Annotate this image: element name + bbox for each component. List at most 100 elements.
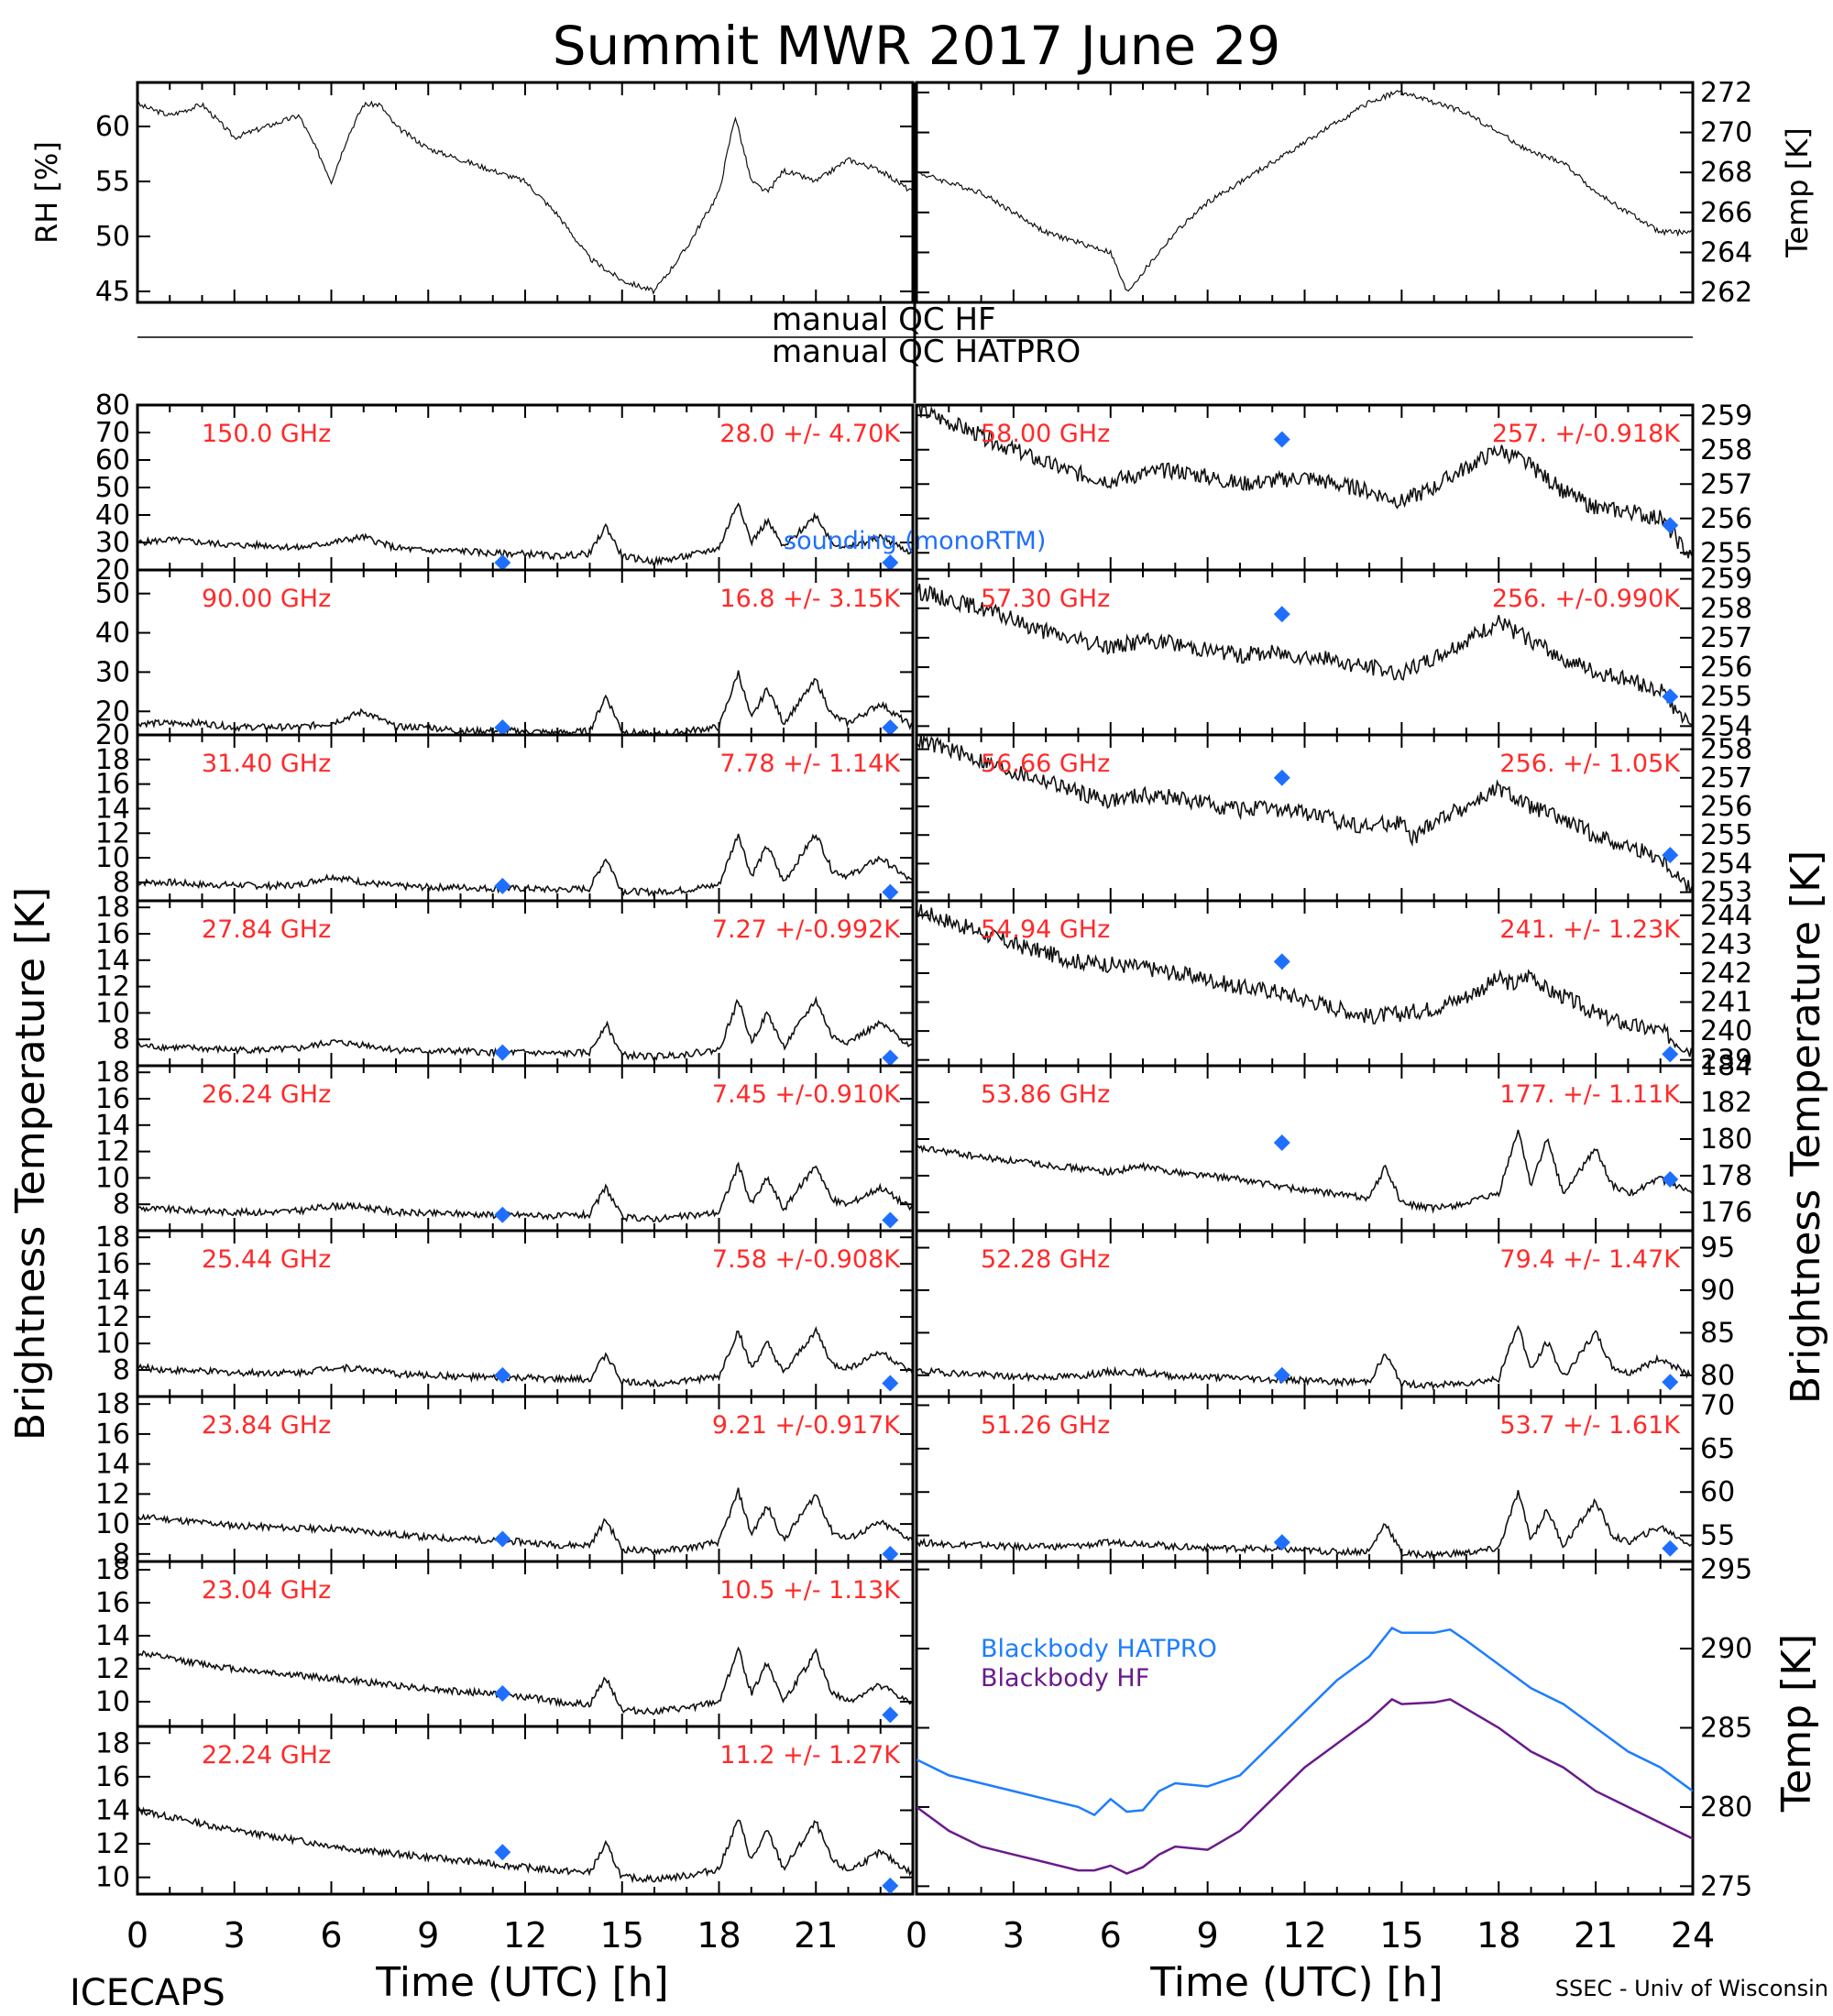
- x-tick-label-left: 15: [600, 1915, 644, 1956]
- channel-stat: 16.8 +/- 3.15K: [719, 585, 901, 613]
- y-tick-label: 256: [1700, 791, 1752, 823]
- x-tick-label-left: 9: [417, 1915, 439, 1956]
- y-tick-label: 10: [95, 1686, 130, 1718]
- sounding-point: [494, 877, 511, 894]
- right-y-axis-label: Brightness Temperature [K]: [1783, 850, 1829, 1404]
- y-axis-label: Temp [K]: [1773, 1634, 1820, 1813]
- series-line: [137, 502, 913, 566]
- channel-label: 31.40 GHz: [202, 750, 331, 778]
- y-tick-label: 12: [95, 971, 130, 1003]
- channel-label: 57.30 GHz: [981, 585, 1110, 613]
- footer-left: ICECAPS: [70, 1972, 225, 2014]
- y-tick-label: 8: [113, 1024, 130, 1056]
- y-tick-label: 55: [1700, 1520, 1735, 1552]
- channel-stat: 7.27 +/-0.992K: [712, 915, 901, 944]
- channel-label: 22.24 GHz: [202, 1741, 331, 1769]
- sounding-point: [1662, 688, 1679, 706]
- y-tick-label: 16: [95, 769, 130, 801]
- channel-label: 52.28 GHz: [981, 1245, 1110, 1274]
- series-line: [916, 405, 1693, 559]
- y-tick-label: 90: [1700, 1275, 1735, 1307]
- y-tick-label: 18: [95, 1554, 130, 1586]
- series-line: [137, 1806, 913, 1884]
- panel-blackbody: 275 280 285 290 295 Temp [K] Blackbody HATPROB…: [915, 1554, 1820, 1902]
- x-tick-label-left: 6: [320, 1915, 342, 1956]
- y-tick-label: 65: [1700, 1433, 1735, 1465]
- y-tick-label: 16: [95, 1083, 130, 1115]
- x-axis-label-right: Time (UTC) [h]: [1149, 1959, 1443, 2006]
- qc-hatpro-label: manual QC HATPRO: [772, 334, 1081, 370]
- y-tick-label: 55: [95, 166, 130, 198]
- y-tick-label: 270: [1700, 117, 1752, 149]
- sounding-point: [1273, 1366, 1290, 1384]
- channel-stat: 10.5 +/- 1.13K: [719, 1576, 901, 1605]
- y-tick-label: 18: [95, 1057, 130, 1089]
- y-tick-label: 255: [1700, 681, 1752, 713]
- y-tick-label: 50: [95, 578, 130, 610]
- y-tick-label: 16: [95, 918, 130, 950]
- channel-label: 27.84 GHz: [202, 915, 331, 944]
- sounding-point: [882, 719, 899, 736]
- series-line: [137, 995, 913, 1061]
- sounding-point: [1662, 1171, 1679, 1188]
- y-tick-label: 14: [95, 1275, 130, 1307]
- sounding-point: [1662, 1374, 1679, 1391]
- panel-rh: 45 50 55 60 RH [%]: [29, 81, 915, 308]
- sounding-point: [882, 1877, 899, 1894]
- x-tick-label-right: 9: [1197, 1915, 1219, 1956]
- sounding-point: [494, 554, 511, 571]
- y-tick-label: 60: [1700, 1476, 1735, 1508]
- series-line: [137, 1487, 913, 1556]
- y-tick-label: 266: [1700, 197, 1752, 229]
- sounding-point: [882, 1049, 899, 1067]
- channel-label: 51.26 GHz: [981, 1411, 1110, 1440]
- y-tick-label: 20: [95, 719, 130, 751]
- series-line: [137, 100, 913, 295]
- y-tick-label: 70: [95, 417, 130, 449]
- y-tick-label: 258: [1700, 734, 1752, 766]
- y-tick-label: 60: [95, 444, 130, 477]
- series-line: [137, 1161, 913, 1223]
- y-tick-label: 12: [95, 1478, 130, 1510]
- x-axis-label-left: Time (UTC) [h]: [375, 1959, 668, 2006]
- series-line-hf: [916, 1697, 1693, 1875]
- y-tick-label: 243: [1700, 928, 1752, 960]
- y-tick-label: 95: [1700, 1233, 1735, 1265]
- y-tick-label: 258: [1700, 593, 1752, 625]
- y-tick-label: 12: [95, 1136, 130, 1168]
- series-line: [916, 1324, 1693, 1391]
- y-tick-label: 12: [95, 817, 130, 849]
- sounding-point: [882, 1211, 899, 1229]
- y-tick-label: 50: [95, 472, 130, 504]
- y-tick-label: 10: [95, 1328, 130, 1360]
- sounding-point: [1273, 606, 1290, 623]
- channel-label: 23.84 GHz: [202, 1411, 331, 1440]
- y-tick-label: 50: [95, 221, 130, 253]
- chart-title: Summit MWR 2017 June 29: [553, 15, 1281, 77]
- footer-right: SSEC - Univ of Wisconsin: [1555, 1976, 1828, 2001]
- y-tick-label: 16: [95, 1761, 130, 1793]
- series-line: [137, 1646, 913, 1716]
- series-line: [916, 1489, 1693, 1560]
- sounding-point: [882, 1545, 899, 1562]
- y-tick-label: 8: [113, 1539, 130, 1571]
- series-line: [137, 670, 913, 735]
- x-tick-label-right: 18: [1476, 1915, 1520, 1956]
- sounding-note: sounding (monoRTM): [784, 527, 1046, 555]
- y-tick-label: 14: [95, 945, 130, 977]
- y-tick-label: 8: [113, 1354, 130, 1386]
- sounding-point: [1662, 847, 1679, 864]
- sounding-point: [1662, 1046, 1679, 1063]
- sounding-point: [1662, 1539, 1679, 1557]
- x-tick-label-right: 24: [1671, 1915, 1715, 1956]
- x-tick-label-right: 12: [1282, 1915, 1326, 1956]
- y-tick-label: 184: [1700, 1050, 1752, 1082]
- y-tick-label: 268: [1700, 157, 1752, 189]
